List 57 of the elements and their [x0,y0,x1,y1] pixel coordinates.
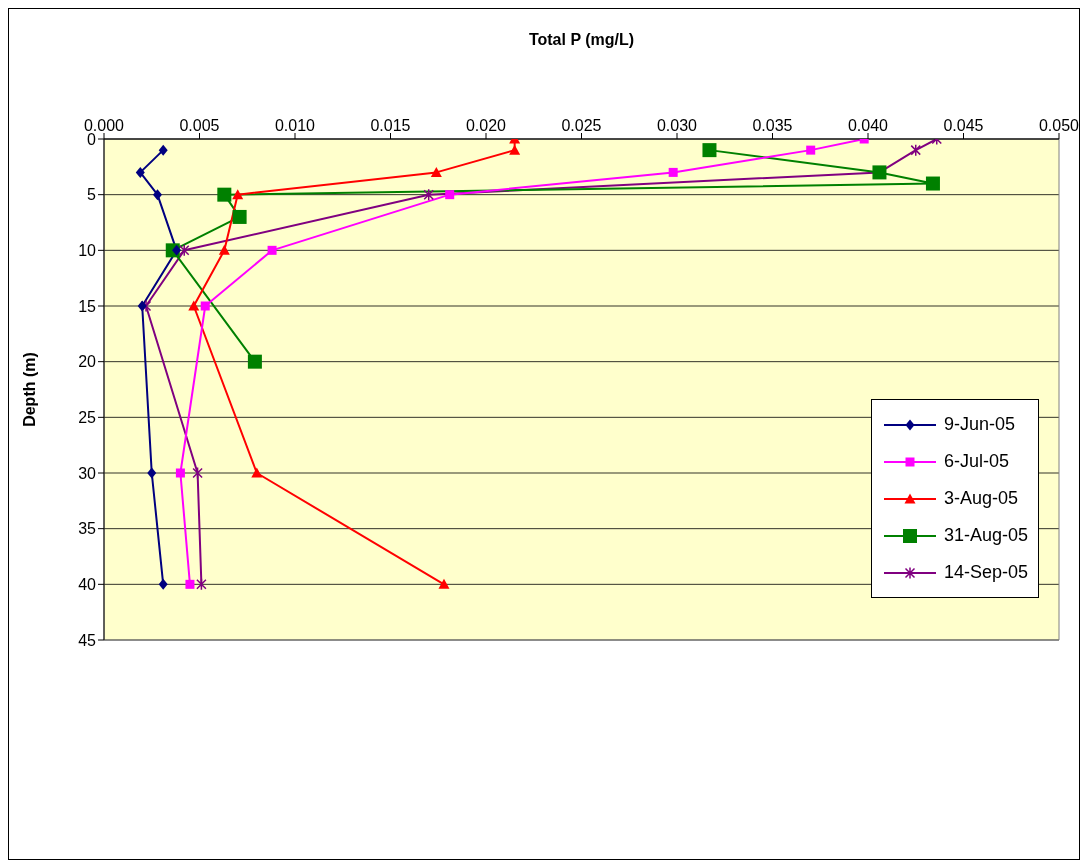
y-tick-label: 40 [78,576,97,594]
point [172,244,182,256]
point [668,167,678,177]
legend-label: 6-Jul-05 [943,451,1009,472]
x-tick-label: 0.035 [752,117,793,134]
y-tick-label: 45 [78,631,97,649]
y-axis-title: Depth (m) [20,352,38,427]
x-tick-label: 0.010 [274,117,316,134]
x-tick-label: 0.050 [1038,117,1080,134]
point [232,209,247,224]
point [196,578,207,591]
y-tick-label: 15 [78,297,97,315]
point [192,466,203,480]
point [509,144,521,155]
point [188,300,200,311]
point [267,245,277,255]
x-tick-label: 0.015 [370,117,411,134]
point [806,145,816,155]
point [200,301,210,311]
x-tick-label: 0.040 [847,117,889,134]
legend-label: 31-Aug-05 [943,525,1028,546]
point [925,176,940,191]
y-tick-label: 25 [78,409,97,427]
point [423,188,434,201]
point [910,143,921,157]
y-tick-label: 10 [78,242,97,260]
point [702,143,717,158]
legend-label: 14-Sep-05 [943,562,1028,583]
point [137,300,147,312]
x-tick-label: 0.020 [465,117,507,134]
y-tick-label: 20 [78,353,97,371]
y-tick-label: 30 [78,464,97,482]
point [445,190,455,200]
x-axis-title: Total P (mg/L) [528,31,635,49]
point [217,187,232,202]
point [158,578,168,590]
point [175,468,185,478]
x-tick-label: 0.045 [943,117,984,134]
point [152,189,162,201]
point [232,189,244,200]
point [135,166,145,178]
point [158,144,168,156]
y-tick-label: 35 [78,520,97,538]
x-tick-label: 0.030 [656,117,698,134]
point [185,579,195,589]
point [251,467,263,478]
point [438,578,450,589]
legend-label: 3-Aug-05 [943,488,1018,509]
point [430,166,442,177]
point [178,244,190,257]
point [147,467,157,479]
x-tick-label: 0.005 [179,117,220,134]
y-tick-label: 5 [87,186,97,204]
point [247,354,262,369]
legend-label: 9-Jun-05 [943,414,1015,435]
point [218,244,230,255]
x-tick-label: 0.025 [561,117,602,134]
